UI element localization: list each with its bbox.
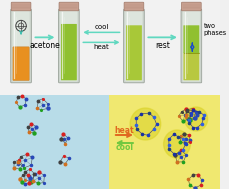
- FancyBboxPatch shape: [183, 53, 198, 80]
- Text: heat: heat: [114, 126, 134, 135]
- Text: cool: cool: [115, 143, 133, 152]
- Circle shape: [163, 130, 190, 158]
- Bar: [0, 0, 219, 95]
- FancyBboxPatch shape: [11, 9, 31, 83]
- FancyBboxPatch shape: [183, 25, 198, 53]
- FancyBboxPatch shape: [123, 9, 144, 83]
- FancyBboxPatch shape: [180, 9, 201, 83]
- FancyBboxPatch shape: [181, 2, 200, 11]
- FancyBboxPatch shape: [182, 11, 199, 81]
- FancyBboxPatch shape: [124, 2, 143, 11]
- FancyBboxPatch shape: [58, 9, 79, 83]
- FancyBboxPatch shape: [13, 47, 29, 81]
- Text: cool: cool: [94, 24, 108, 30]
- Text: rest: rest: [155, 41, 169, 50]
- Bar: [109, 95, 219, 189]
- FancyBboxPatch shape: [125, 25, 141, 80]
- FancyBboxPatch shape: [11, 2, 31, 11]
- FancyBboxPatch shape: [12, 11, 30, 81]
- FancyBboxPatch shape: [61, 24, 76, 80]
- Circle shape: [130, 108, 160, 140]
- FancyBboxPatch shape: [125, 11, 142, 81]
- Bar: [0, 95, 109, 189]
- Text: two
phases: two phases: [203, 23, 226, 36]
- FancyBboxPatch shape: [60, 11, 77, 81]
- Circle shape: [184, 107, 207, 131]
- Text: heat: heat: [93, 44, 109, 50]
- Text: acetone: acetone: [30, 41, 60, 50]
- FancyBboxPatch shape: [59, 2, 78, 11]
